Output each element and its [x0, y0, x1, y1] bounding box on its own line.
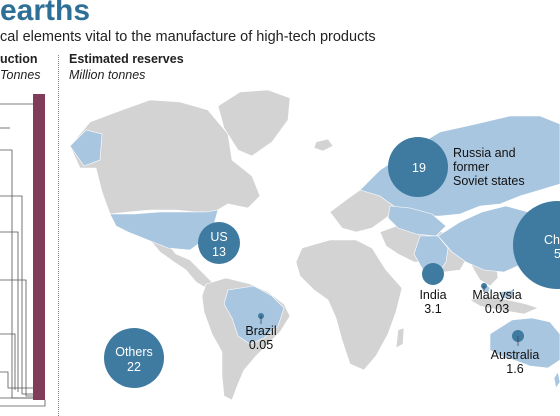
canada-alaska	[69, 99, 261, 215]
label-india-value: 3.1	[424, 302, 442, 316]
bubble-others	[104, 328, 164, 388]
label-brazil: Brazil 0.05	[241, 324, 281, 352]
value-china: 5	[554, 247, 560, 261]
greenland	[217, 89, 291, 157]
value-russia: 19	[412, 161, 426, 175]
production-bar	[33, 94, 45, 400]
madagascar	[395, 327, 405, 349]
label-russia-line-2: former	[453, 160, 490, 174]
africa	[295, 239, 403, 371]
label-malaysia: Malaysia 0.03	[466, 288, 528, 316]
panel-divider	[58, 55, 59, 416]
label-russia: Russia and former Soviet states	[453, 146, 525, 188]
label-australia-value: 1.6	[506, 362, 524, 376]
country-brazil	[223, 285, 285, 345]
value-others: 22	[127, 360, 141, 374]
indonesia	[469, 295, 539, 315]
country-new-zealand	[553, 371, 560, 389]
iceland	[313, 138, 334, 152]
production-unit: Tonnes	[0, 68, 41, 82]
production-chart	[0, 94, 46, 407]
bubble-india	[422, 263, 444, 285]
bubble-us	[198, 222, 240, 264]
label-russia-line-3: Soviet states	[453, 174, 525, 188]
reserves-heading: Estimated reserves	[69, 52, 184, 66]
label-malaysia-value: 0.03	[484, 302, 510, 316]
label-india: India 3.1	[413, 288, 453, 316]
bubble-china	[513, 201, 560, 289]
name-china: Ch	[544, 233, 560, 247]
label-malaysia-name: Malaysia	[472, 288, 522, 302]
label-india-name: India	[419, 288, 447, 302]
country-australia	[489, 317, 560, 369]
production-leader-lines	[0, 103, 46, 407]
bubble-russia	[388, 137, 448, 197]
label-brazil-name: Brazil	[245, 324, 277, 338]
reserves-unit: Million tonnes	[69, 68, 146, 82]
production-heading: uction	[0, 52, 38, 66]
name-others: Others	[115, 345, 153, 359]
name-us: US	[210, 230, 227, 244]
label-brazil-value: 0.05	[248, 338, 274, 352]
value-us: 13	[212, 245, 226, 259]
label-australia: Australia 1.6	[484, 348, 546, 376]
label-russia-line-1: Russia and	[453, 146, 516, 160]
country-alaska	[69, 129, 103, 167]
page-subtitle: cal elements vital to the manufacture of…	[0, 29, 376, 45]
label-australia-name: Australia	[490, 348, 540, 362]
page-title: earths	[0, 0, 91, 27]
